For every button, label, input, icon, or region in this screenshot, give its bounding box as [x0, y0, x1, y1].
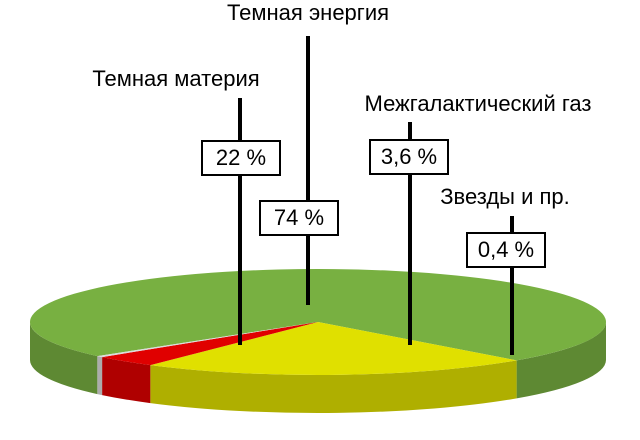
pie-slice [97, 322, 318, 358]
value-label: 3,6 % [381, 144, 437, 169]
value-label: 0,4 % [478, 237, 534, 262]
pie-slice [150, 322, 517, 375]
pie-slice [29, 269, 607, 361]
category-label: Темная энергия [227, 0, 389, 25]
pie-side [29, 322, 98, 395]
value-label-box [466, 232, 546, 268]
value-label-box [259, 200, 339, 236]
value-label: 22 % [216, 145, 266, 170]
pie-side [102, 357, 151, 404]
value-label-box [201, 140, 281, 176]
pie-side [516, 322, 606, 399]
category-label: Межгалактический газ [365, 91, 592, 116]
value-label: 74 % [274, 205, 324, 230]
value-label-box [369, 139, 449, 175]
pie-side [97, 356, 103, 396]
pie-side [150, 360, 517, 413]
pie-slice [102, 322, 318, 366]
category-label: Звезды и пр. [440, 184, 570, 209]
category-label: Темная материя [92, 66, 259, 91]
